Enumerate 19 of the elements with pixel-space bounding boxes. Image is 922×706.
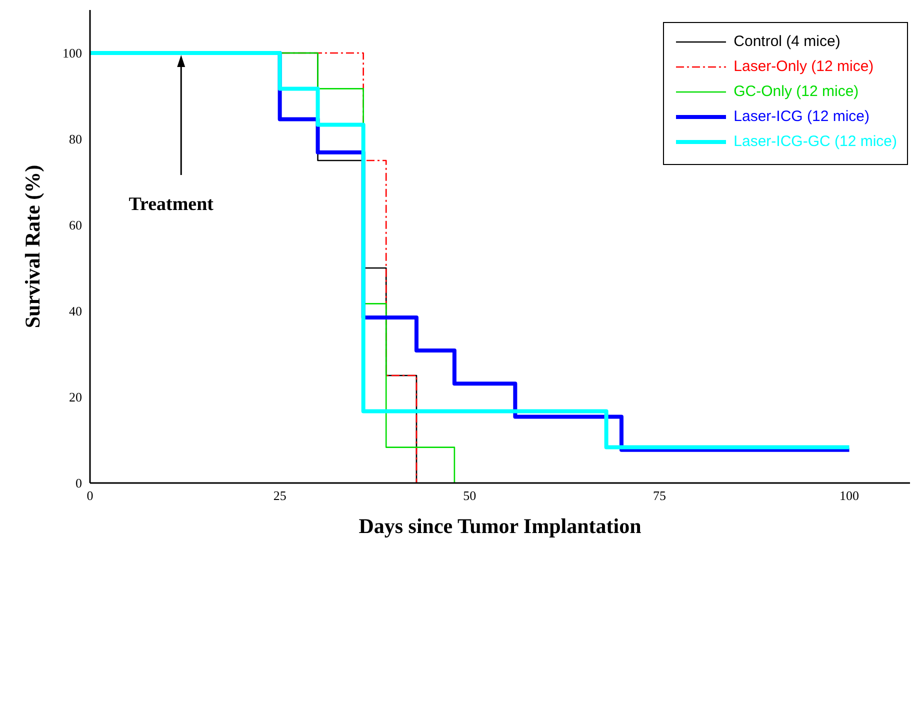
x-tick-label: 25: [273, 488, 286, 504]
y-tick-label: 80: [69, 132, 82, 147]
y-tick-label: 20: [69, 390, 82, 405]
legend-label: Laser-ICG-GC (12 mice): [734, 133, 897, 150]
x-tick-label: 0: [86, 488, 94, 504]
legend-label: Laser-ICG (12 mice): [734, 108, 870, 125]
legend-label: Control (4 mice): [734, 33, 840, 50]
x-tick-label: 50: [463, 488, 476, 504]
x-tick-label: 100: [840, 488, 860, 504]
y-axis-title: Survival Rate (%): [20, 164, 44, 328]
y-tick-label: 0: [76, 476, 82, 491]
y-tick-label: 100: [62, 46, 82, 61]
legend-label: GC-Only (12 mice): [734, 83, 859, 100]
y-tick-label: 40: [69, 304, 82, 319]
x-axis-title: Days since Tumor Implantation: [358, 514, 642, 538]
x-tick-label: 75: [652, 488, 666, 504]
annotation: Treatment: [128, 194, 214, 215]
y-tick-label: 60: [69, 218, 82, 233]
legend-label: Laser-Only (12 mice): [734, 58, 874, 75]
